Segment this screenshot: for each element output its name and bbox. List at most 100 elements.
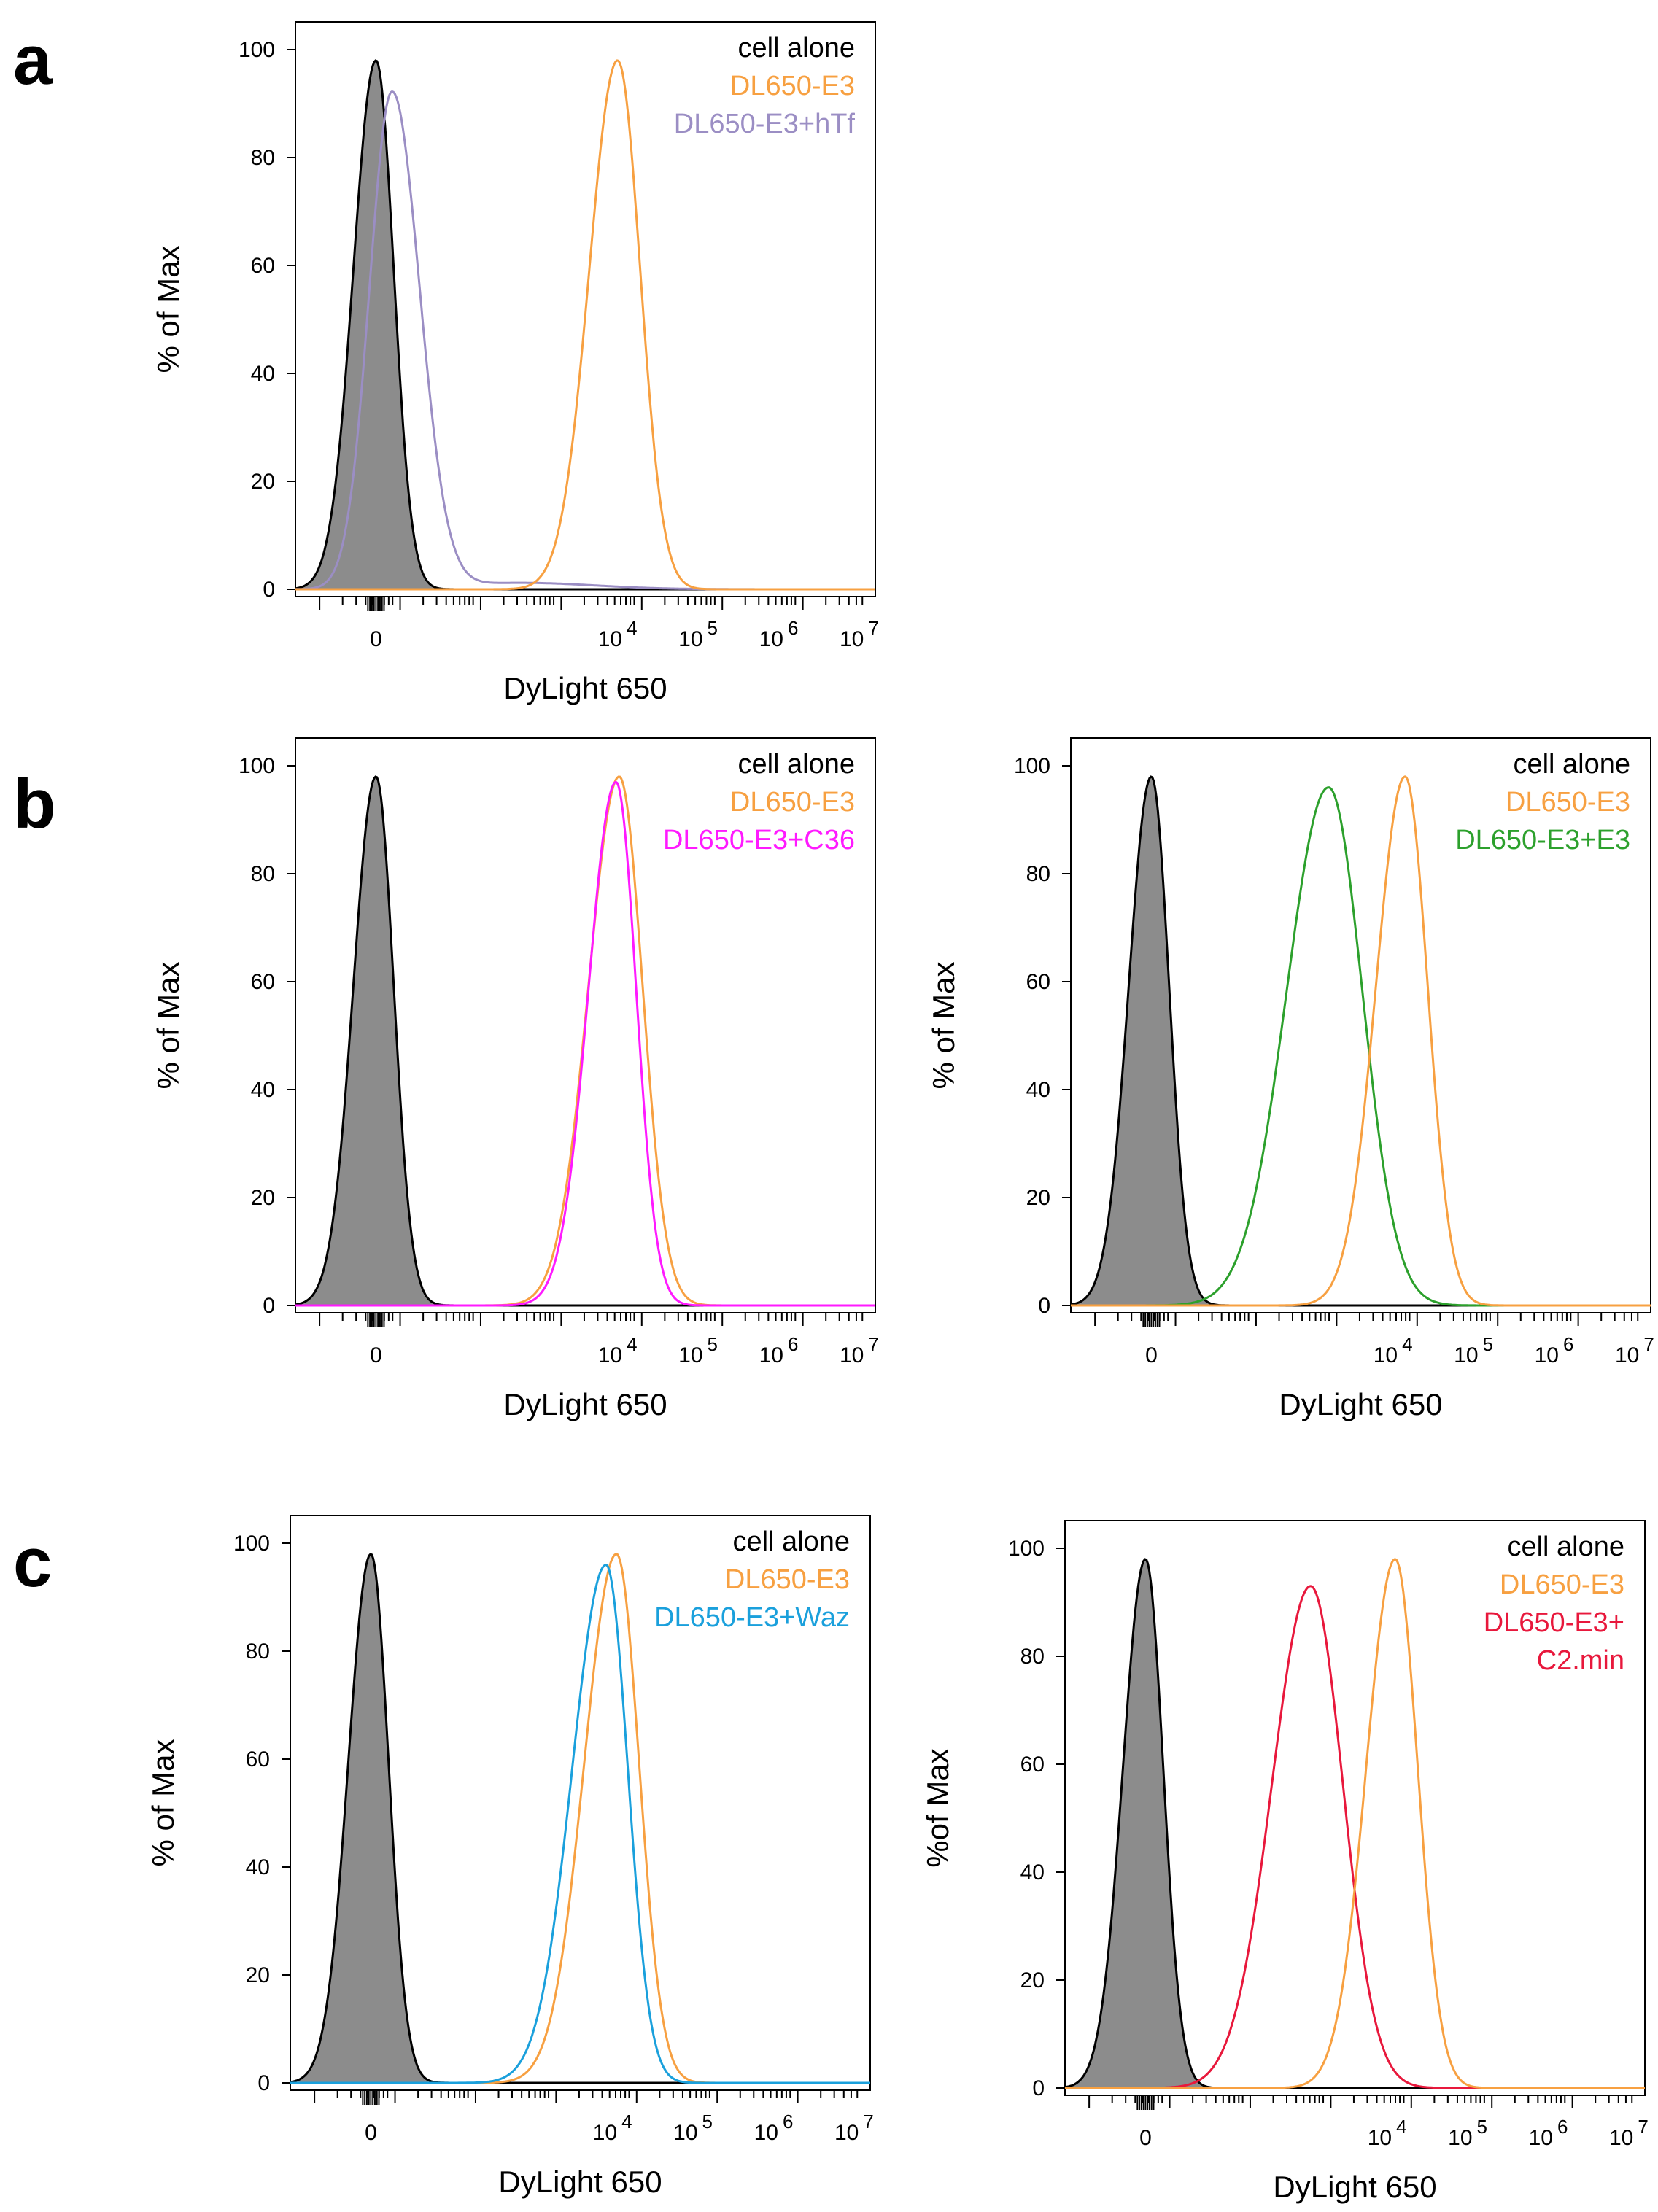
- legend-entry: DL650-E3+Waz: [654, 1602, 850, 1633]
- series-dl650-e3: [1071, 775, 1651, 1307]
- x-minor-ticks: [314, 2090, 859, 2105]
- panel-letter-a: a: [13, 21, 53, 99]
- x-tick-label: 10 6: [759, 1333, 799, 1367]
- x-tick-label: 10 7: [834, 2111, 874, 2145]
- x-minor-ticks: [319, 597, 864, 611]
- legend-entry: DL650-E3: [730, 787, 855, 818]
- x-minor-ticks: [319, 1313, 864, 1327]
- x-axis-label: DyLight 650: [1279, 1387, 1442, 1421]
- x-tick-label: 10 4: [598, 617, 638, 651]
- y-tick-label: 0: [257, 2071, 270, 2095]
- x-tick-label: 0: [370, 1343, 382, 1367]
- legend-entry: DL650-E3: [730, 71, 855, 101]
- chart-c2: 0 20 40 60 80 100 0 10 4 10 5 10 6 10 7 DyLight 650 %of …: [921, 1520, 1649, 2204]
- x-tick-label: 10 4: [1374, 1333, 1413, 1367]
- y-tick-label: 0: [1032, 2076, 1045, 2100]
- x-tick-label: 10 6: [1529, 2116, 1568, 2150]
- x-tick-label: 10 6: [1535, 1333, 1574, 1367]
- series-cell-alone: [295, 775, 875, 1307]
- x-axis-label: DyLight 650: [1273, 2170, 1436, 2204]
- legend-entry: C2.min: [1537, 1645, 1624, 1676]
- x-tick-label: 10 5: [678, 617, 718, 651]
- x-tick-label: 10 7: [840, 1333, 879, 1367]
- x-minor-ticks: [1094, 1313, 1639, 1327]
- y-tick-label: 100: [239, 754, 275, 778]
- y-tick-label: 60: [251, 970, 275, 994]
- y-axis-label: % of Max: [146, 1739, 180, 1866]
- x-axis-label: DyLight 650: [498, 2165, 662, 2199]
- chart-c1: 0 20 40 60 80 100 0 10 4 10 5 10 6 10 7 DyLight 650 % of…: [146, 1515, 874, 2199]
- x-axis-label: DyLight 650: [503, 671, 667, 705]
- y-tick-label: 80: [246, 1639, 270, 1664]
- series-group: [1071, 775, 1651, 1307]
- series-dl650-e3-waz: [290, 1564, 870, 2084]
- x-tick-label: 10 7: [1609, 2116, 1649, 2150]
- legend-entry: DL650-E3+E3: [1455, 825, 1630, 855]
- x-tick-label: 10 5: [1454, 1333, 1493, 1367]
- panel-letter-c: c: [13, 1524, 52, 1602]
- y-tick-label: 80: [251, 146, 275, 170]
- legend-entry: cell alone: [732, 1526, 850, 1557]
- y-tick-label: 20: [251, 1186, 275, 1210]
- plot-frame: [295, 21, 876, 597]
- series-group: [1065, 1558, 1645, 2089]
- x-tick-label: 10 6: [754, 2111, 794, 2145]
- y-tick-label: 100: [233, 1532, 270, 1556]
- y-tick-label: 100: [1014, 754, 1050, 778]
- y-tick-label: 20: [251, 470, 275, 494]
- legend-entry: DL650-E3: [1500, 1569, 1624, 1600]
- series-dl650-e3: [295, 59, 875, 591]
- x-tick-label: 10 6: [759, 617, 799, 651]
- x-tick-label: 10 4: [598, 1333, 638, 1367]
- y-tick-label: 80: [1020, 1645, 1045, 1669]
- chart-a: 0 20 40 60 80 100 0 10 4 10 5 10 6 10 7 DyLight 650 % of…: [151, 21, 879, 705]
- y-tick-label: 100: [1008, 1537, 1045, 1561]
- legend-entry: cell alone: [737, 33, 855, 63]
- y-tick-label: 60: [246, 1747, 270, 1771]
- y-tick-label: 80: [251, 862, 275, 886]
- x-tick-label: 10 4: [1368, 2116, 1407, 2150]
- y-tick-label: 40: [1020, 1860, 1045, 1885]
- legend-entry: DL650-E3+: [1484, 1607, 1624, 1638]
- x-tick-label: 10 4: [593, 2111, 632, 2145]
- legend-entry: DL650-E3+hTf: [674, 109, 856, 139]
- y-axis-label: %of Max: [921, 1748, 955, 1867]
- y-tick-label: 0: [263, 578, 275, 602]
- charts-group: 0 20 40 60 80 100 0 10 4 10 5 10 6 10 7 DyLight 650 % of…: [146, 21, 1654, 2204]
- y-tick-label: 40: [251, 1078, 275, 1102]
- x-tick-label: 10 5: [1448, 2116, 1487, 2150]
- y-tick-label: 20: [246, 1963, 270, 1987]
- series-cell-alone: [1071, 775, 1651, 1307]
- x-tick-label: 0: [1145, 1343, 1158, 1367]
- y-tick-label: 60: [1026, 970, 1050, 994]
- y-tick-label: 40: [251, 362, 275, 386]
- series-group: [290, 1553, 870, 2084]
- x-minor-ticks: [1088, 2095, 1633, 2110]
- x-tick-label: 10 7: [840, 617, 879, 651]
- x-tick-label: 10 5: [673, 2111, 713, 2145]
- y-tick-label: 20: [1026, 1186, 1050, 1210]
- series-dl650-e3-c36: [295, 780, 875, 1307]
- series-cell-alone: [290, 1553, 870, 2084]
- y-axis-label: % of Max: [926, 961, 961, 1089]
- y-tick-label: 0: [263, 1294, 275, 1318]
- y-tick-label: 100: [239, 38, 275, 62]
- y-tick-label: 40: [246, 1855, 270, 1879]
- y-tick-label: 40: [1026, 1078, 1050, 1102]
- x-tick-label: 0: [370, 627, 382, 651]
- x-tick-label: 0: [1139, 2126, 1152, 2150]
- y-tick-label: 80: [1026, 862, 1050, 886]
- y-axis-label: % of Max: [151, 245, 185, 373]
- plot-frame: [1064, 1520, 1646, 2096]
- y-tick-label: 20: [1020, 1968, 1045, 1992]
- x-tick-label: 0: [365, 2121, 377, 2145]
- panel-letter-b: b: [13, 765, 56, 843]
- legend-entry: cell alone: [1507, 1532, 1624, 1562]
- legend-entry: DL650-E3+C36: [663, 825, 855, 855]
- plot-frame: [1070, 737, 1651, 1313]
- y-tick-label: 60: [1020, 1753, 1045, 1777]
- chart-b1: 0 20 40 60 80 100 0 10 4 10 5 10 6 10 7 DyLight 650 % of…: [151, 737, 879, 1421]
- legend-entry: DL650-E3: [1506, 787, 1630, 818]
- plot-frame: [290, 1515, 871, 2091]
